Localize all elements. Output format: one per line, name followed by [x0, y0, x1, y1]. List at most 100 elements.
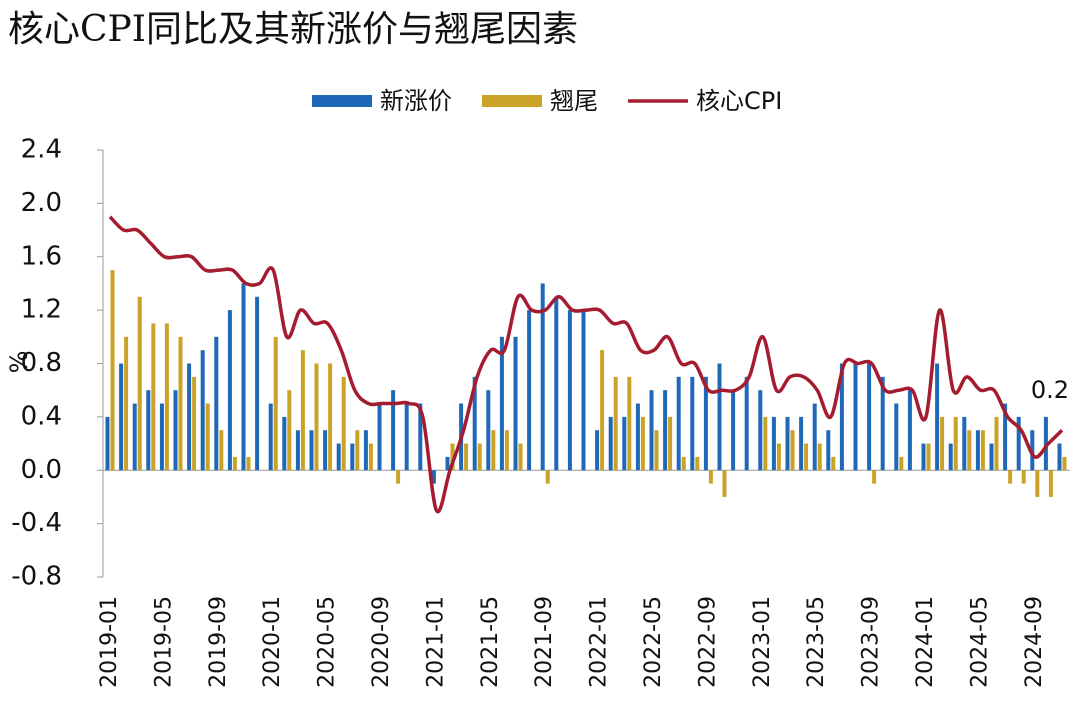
- x-tick-label: 2023-01: [750, 596, 775, 688]
- bar: [880, 376, 885, 471]
- bar: [355, 430, 360, 471]
- bar: [431, 470, 436, 484]
- x-tick-label: 2021-09: [532, 596, 557, 688]
- bar: [790, 430, 795, 471]
- bar: [744, 376, 749, 471]
- bar: [282, 416, 287, 471]
- bar: [246, 456, 251, 471]
- bar: [962, 416, 967, 471]
- bar: [323, 430, 328, 471]
- y-axis-label: %: [5, 351, 33, 374]
- legend-label: 核心CPI: [696, 87, 782, 115]
- y-tick-label: 0.8: [21, 348, 62, 378]
- bar: [595, 430, 600, 471]
- x-tick-label: 2024-05: [967, 596, 992, 688]
- bar: [817, 443, 822, 471]
- bar: [907, 390, 912, 471]
- bar: [146, 390, 151, 471]
- bar: [1062, 456, 1067, 471]
- x-tick-label: 2019-01: [97, 596, 122, 688]
- bar: [853, 363, 858, 471]
- bar: [804, 443, 809, 471]
- bar: [668, 416, 673, 471]
- bar: [178, 336, 183, 471]
- bar: [105, 416, 110, 471]
- bar: [287, 390, 292, 471]
- bar: [1048, 470, 1053, 497]
- bar: [975, 430, 980, 471]
- legend-swatch: [312, 95, 372, 107]
- x-tick-label: 2020-09: [369, 596, 394, 688]
- bar: [513, 336, 518, 471]
- bar: [980, 430, 985, 471]
- bar: [1021, 470, 1026, 484]
- bar: [831, 456, 836, 471]
- bar: [1016, 416, 1021, 471]
- bar: [872, 470, 877, 484]
- y-tick-label: -0.8: [11, 562, 62, 592]
- bar: [396, 470, 401, 484]
- legend-swatch: [482, 95, 542, 107]
- bar: [940, 416, 945, 471]
- chart-title: 核心CPI同比及其新涨价与翘尾因素: [8, 9, 578, 50]
- bar: [499, 336, 504, 471]
- bar: [137, 296, 142, 471]
- bar: [545, 470, 550, 484]
- bar: [994, 416, 999, 471]
- bar: [1030, 430, 1035, 471]
- bar: [391, 390, 396, 471]
- bar: [967, 430, 972, 471]
- bar: [654, 430, 659, 471]
- annotation: 0.2: [1031, 376, 1069, 404]
- bar: [464, 443, 469, 471]
- bar: [363, 430, 368, 471]
- bar: [708, 470, 713, 484]
- bar: [418, 403, 423, 471]
- bar: [336, 443, 341, 471]
- bar: [255, 296, 260, 471]
- bar: [567, 310, 572, 471]
- y-tick-label: 0.0: [21, 455, 62, 485]
- bar: [640, 416, 645, 471]
- bar: [241, 283, 246, 471]
- x-tick-label: 2022-01: [587, 596, 612, 688]
- bar: [1057, 443, 1062, 471]
- bar: [518, 443, 523, 471]
- bar: [613, 376, 618, 471]
- legend-label: 新涨价: [380, 87, 452, 115]
- bar: [350, 443, 355, 471]
- bar: [187, 363, 192, 471]
- bar: [935, 363, 940, 471]
- bar: [540, 283, 545, 471]
- bar: [164, 323, 169, 471]
- bar: [341, 376, 346, 471]
- bar: [894, 403, 899, 471]
- bar: [491, 430, 496, 471]
- bar: [921, 443, 926, 471]
- bar: [681, 456, 686, 471]
- bar: [486, 390, 491, 471]
- bar: [899, 456, 904, 471]
- x-tick-label: 2022-05: [641, 596, 666, 688]
- bar: [477, 443, 482, 471]
- bar: [314, 363, 319, 471]
- x-tick-label: 2021-05: [478, 596, 503, 688]
- bar: [300, 350, 305, 471]
- bar: [989, 443, 994, 471]
- bar: [268, 403, 273, 471]
- bar: [554, 296, 559, 471]
- bar: [776, 443, 781, 471]
- bar: [159, 403, 164, 471]
- bar: [328, 363, 333, 471]
- bar: [445, 456, 450, 471]
- bar: [1043, 416, 1048, 471]
- bar: [151, 323, 156, 471]
- bar: [132, 403, 137, 471]
- bar: [214, 336, 219, 471]
- x-tick-label: 2021-01: [423, 596, 448, 688]
- bar: [771, 416, 776, 471]
- bar: [227, 310, 232, 471]
- bar: [812, 403, 817, 471]
- line: [108, 215, 1064, 514]
- bar: [649, 390, 654, 471]
